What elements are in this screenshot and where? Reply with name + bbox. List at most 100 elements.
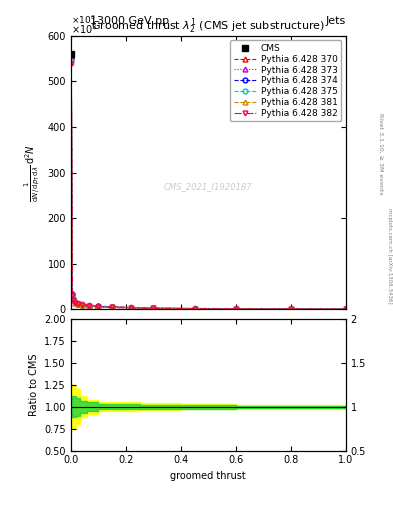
Pythia 6.428 373 [288, 306, 293, 312]
Pythia 6.428 374 [75, 301, 80, 307]
Pythia 6.428 382 [233, 306, 238, 312]
Pythia 6.428 382 [86, 303, 91, 309]
Pythia 6.428 381 [151, 305, 156, 311]
Pythia 6.428 374 [70, 291, 75, 297]
Line: Pythia 6.428 370: Pythia 6.428 370 [69, 52, 348, 311]
Pythia 6.428 382 [69, 61, 73, 67]
Pythia 6.428 374 [129, 305, 134, 311]
Pythia 6.428 370 [110, 304, 114, 310]
Pythia 6.428 381 [75, 301, 80, 307]
Pythia 6.428 375 [192, 306, 197, 312]
Pythia 6.428 370 [233, 306, 238, 312]
Pythia 6.428 381 [86, 303, 91, 309]
Pythia 6.428 375 [110, 304, 114, 310]
Pythia 6.428 370 [96, 303, 101, 309]
Pythia 6.428 375 [79, 302, 84, 308]
Pythia 6.428 373 [79, 302, 84, 308]
Pythia 6.428 381 [129, 305, 134, 311]
Pythia 6.428 382 [71, 297, 76, 303]
Text: Jets: Jets [325, 15, 346, 26]
Text: $\times 10^3$: $\times 10^3$ [71, 22, 97, 36]
Pythia 6.428 373 [151, 305, 156, 311]
Pythia 6.428 370 [79, 301, 84, 307]
Pythia 6.428 370 [86, 302, 91, 308]
Pythia 6.428 375 [86, 303, 91, 309]
Pythia 6.428 370 [70, 290, 75, 296]
Line: Pythia 6.428 382: Pythia 6.428 382 [69, 61, 348, 312]
Pythia 6.428 370 [151, 305, 156, 311]
Pythia 6.428 374 [86, 303, 91, 309]
Pythia 6.428 382 [192, 306, 197, 312]
Text: Rivet 3.1.10, ≥ 3M events: Rivet 3.1.10, ≥ 3M events [379, 113, 384, 195]
Pythia 6.428 374 [288, 306, 293, 312]
Pythia 6.428 370 [75, 300, 80, 306]
Pythia 6.428 373 [71, 295, 76, 302]
Y-axis label: $\frac{1}{\mathrm{d}N\,/\,\mathrm{d}p_\mathrm{T}\,\mathrm{d}\lambda}\,\mathrm{d}: $\frac{1}{\mathrm{d}N\,/\,\mathrm{d}p_\m… [22, 143, 42, 202]
Pythia 6.428 381 [343, 306, 348, 312]
Line: Pythia 6.428 375: Pythia 6.428 375 [69, 58, 348, 312]
Pythia 6.428 375 [343, 306, 348, 312]
Text: CMS_2021_I1920187: CMS_2021_I1920187 [164, 182, 253, 190]
Pythia 6.428 381 [192, 306, 197, 312]
Pythia 6.428 382 [72, 300, 77, 306]
Pythia 6.428 381 [288, 306, 293, 312]
Pythia 6.428 375 [72, 300, 77, 306]
Pythia 6.428 370 [343, 306, 348, 312]
Pythia 6.428 373 [343, 306, 348, 312]
Pythia 6.428 374 [96, 304, 101, 310]
Pythia 6.428 373 [86, 302, 91, 308]
Pythia 6.428 374 [72, 299, 77, 305]
Pythia 6.428 373 [96, 303, 101, 309]
Pythia 6.428 381 [110, 304, 114, 310]
Title: Groomed thrust $\lambda_2^1$ (CMS jet substructure): Groomed thrust $\lambda_2^1$ (CMS jet su… [91, 16, 325, 36]
Pythia 6.428 375 [96, 304, 101, 310]
X-axis label: groomed thrust: groomed thrust [171, 471, 246, 481]
Pythia 6.428 382 [79, 302, 84, 308]
Pythia 6.428 375 [71, 296, 76, 302]
Pythia 6.428 373 [110, 304, 114, 310]
Pythia 6.428 370 [129, 304, 134, 310]
Pythia 6.428 370 [72, 298, 77, 304]
Pythia 6.428 381 [71, 296, 76, 303]
Pythia 6.428 374 [110, 304, 114, 310]
Pythia 6.428 382 [96, 304, 101, 310]
Pythia 6.428 373 [233, 306, 238, 312]
Line: Pythia 6.428 373: Pythia 6.428 373 [69, 54, 348, 311]
Pythia 6.428 381 [72, 300, 77, 306]
Pythia 6.428 374 [151, 305, 156, 311]
Legend: CMS, Pythia 6.428 370, Pythia 6.428 373, Pythia 6.428 374, Pythia 6.428 375, Pyt: CMS, Pythia 6.428 370, Pythia 6.428 373,… [230, 40, 342, 121]
Pythia 6.428 382 [288, 306, 293, 312]
Pythia 6.428 375 [151, 305, 156, 311]
Pythia 6.428 374 [69, 55, 73, 61]
Pythia 6.428 382 [75, 302, 80, 308]
Pythia 6.428 373 [69, 53, 73, 59]
Line: Pythia 6.428 381: Pythia 6.428 381 [69, 60, 348, 312]
Pythia 6.428 382 [343, 306, 348, 312]
Pythia 6.428 370 [288, 306, 293, 312]
Pythia 6.428 381 [96, 304, 101, 310]
Pythia 6.428 375 [288, 306, 293, 312]
Pythia 6.428 373 [129, 305, 134, 311]
Pythia 6.428 375 [70, 291, 75, 297]
Pythia 6.428 370 [69, 51, 73, 57]
Pythia 6.428 373 [72, 298, 77, 305]
Pythia 6.428 382 [129, 305, 134, 311]
Line: Pythia 6.428 374: Pythia 6.428 374 [69, 56, 348, 312]
Pythia 6.428 381 [70, 292, 75, 298]
Pythia 6.428 374 [233, 306, 238, 312]
Pythia 6.428 375 [75, 301, 80, 307]
Text: mcplots.cern.ch [arXiv:1306.3436]: mcplots.cern.ch [arXiv:1306.3436] [387, 208, 391, 304]
Pythia 6.428 381 [69, 59, 73, 66]
Pythia 6.428 381 [79, 302, 84, 308]
Text: $\times 10^3$: $\times 10^3$ [71, 13, 95, 26]
Pythia 6.428 370 [71, 295, 76, 301]
Pythia 6.428 381 [233, 306, 238, 312]
Pythia 6.428 373 [75, 301, 80, 307]
Pythia 6.428 375 [233, 306, 238, 312]
Pythia 6.428 370 [192, 305, 197, 311]
Pythia 6.428 374 [71, 295, 76, 302]
Pythia 6.428 374 [79, 302, 84, 308]
Pythia 6.428 373 [192, 306, 197, 312]
Pythia 6.428 374 [192, 306, 197, 312]
Y-axis label: Ratio to CMS: Ratio to CMS [29, 354, 39, 416]
